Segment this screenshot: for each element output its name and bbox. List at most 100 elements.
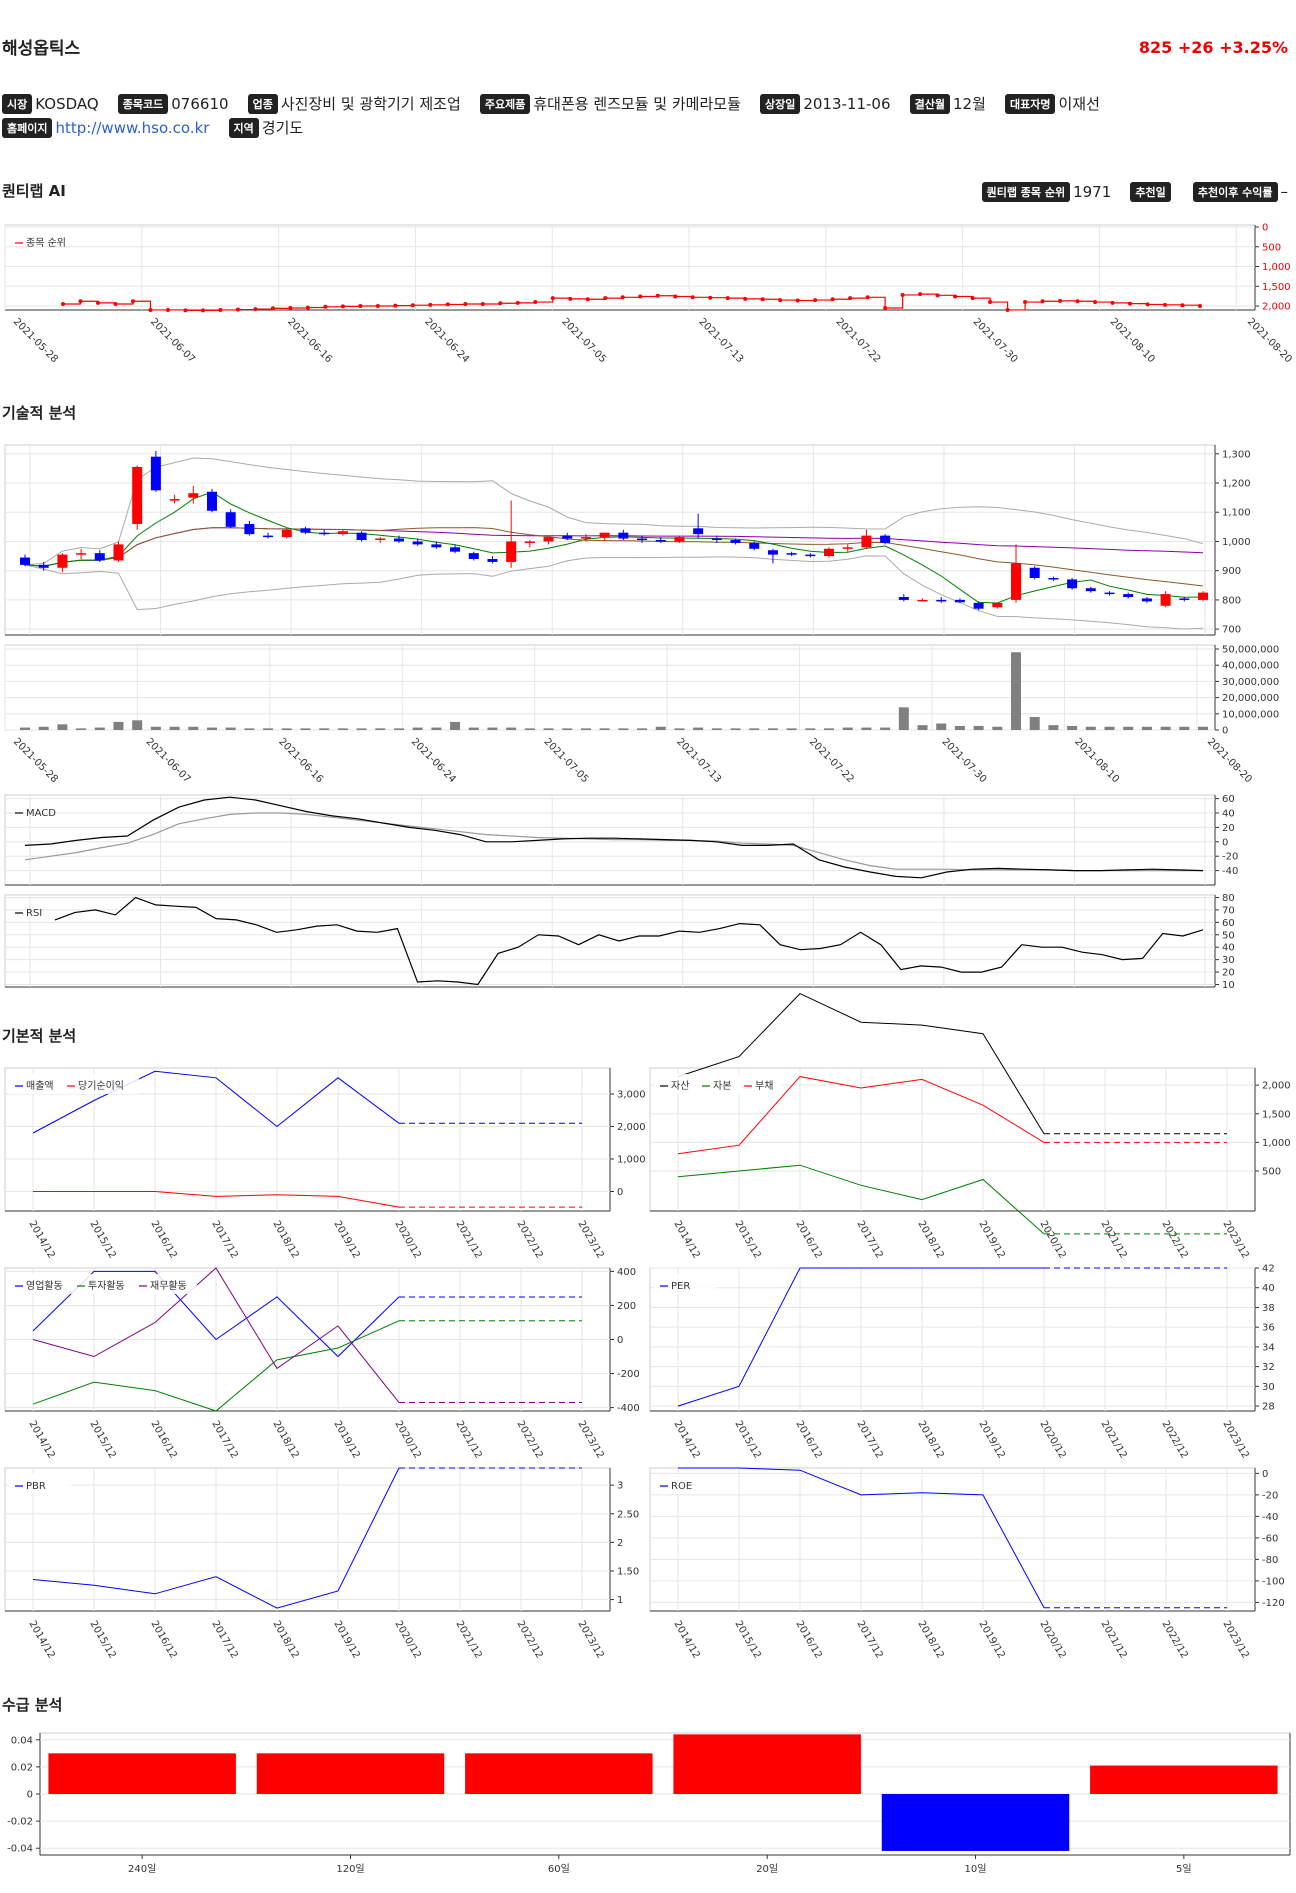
rank-point xyxy=(953,294,958,299)
candle-body xyxy=(786,553,797,555)
section-title-fund: 기본적 분석 xyxy=(2,1027,77,1045)
rank-point xyxy=(550,296,555,301)
volume-bar xyxy=(580,728,591,730)
homepage-tag: 홈페이지 xyxy=(2,117,53,138)
per-chart-frame xyxy=(649,1267,1256,1412)
balance-chart-series-line xyxy=(677,992,1045,1135)
pbr-chart-legend-label: PBR xyxy=(26,1481,46,1492)
section-title-flow: 수급 분석 xyxy=(2,1696,63,1714)
candle-body xyxy=(38,564,49,568)
candle-body xyxy=(936,599,947,602)
volume-bar xyxy=(356,728,367,730)
price-chart-ytick-label: 700 xyxy=(1222,625,1241,636)
balance-chart-xtick-label: 2014/12 xyxy=(671,1219,701,1260)
volume-bar xyxy=(1198,726,1208,730)
homepage-link[interactable]: http://www.hso.co.kr xyxy=(55,118,210,137)
rank-point xyxy=(865,295,870,300)
candle-body xyxy=(1011,563,1022,600)
roe-chart-ytick-label: -100 xyxy=(1262,1576,1285,1587)
rank-point xyxy=(1198,304,1202,308)
sales-chart-ytick-label: 2,000 xyxy=(617,1122,646,1133)
flow-chart-xtick-label: 10일 xyxy=(965,1863,987,1875)
rank-point xyxy=(1093,300,1098,305)
bollinger-upper-line xyxy=(24,457,1204,566)
cashflow-chart-legend-label: 투자활동 xyxy=(88,1279,125,1292)
code-value: 076610 xyxy=(171,94,229,113)
candle-body xyxy=(1085,588,1096,592)
volume-bar xyxy=(562,728,573,730)
flow-chart-ytick-label: -0.02 xyxy=(7,1817,33,1828)
cashflow-chart-xtick-label: 2017/12 xyxy=(209,1419,239,1460)
rank-point xyxy=(78,299,83,304)
sales-chart-xtick-label: 2021/12 xyxy=(453,1219,483,1260)
volume-bar xyxy=(169,726,180,730)
rec-return-value: – xyxy=(1280,182,1289,201)
volume-bar xyxy=(973,725,984,730)
candle-body xyxy=(1104,592,1115,595)
rec-return-tag: 추천이후 수익률 xyxy=(1192,181,1278,202)
candle-body xyxy=(1067,579,1078,589)
volume-bar xyxy=(132,720,143,730)
per-chart-xtick-label: 2021/12 xyxy=(1098,1419,1128,1460)
sales-chart-legend-label: 매출액 xyxy=(26,1080,54,1092)
rank-value: 1971 xyxy=(1073,182,1112,201)
volume-bar xyxy=(1179,726,1190,730)
per-chart-ytick-label: 34 xyxy=(1262,1342,1275,1353)
price-chart-ytick-label: 1,300 xyxy=(1222,449,1251,460)
candle-body xyxy=(431,544,442,548)
volume-bar xyxy=(1104,726,1115,730)
flow-bar xyxy=(465,1753,653,1794)
rank-point xyxy=(1040,299,1045,304)
rank-point xyxy=(760,297,765,302)
candle-body xyxy=(599,532,610,538)
volume-bar xyxy=(393,728,404,730)
fiscal-value: 12월 xyxy=(953,95,986,113)
cashflow-chart-ytick-label: 400 xyxy=(617,1267,636,1278)
volume-chart-xtick-label: 2021-06-24 xyxy=(409,736,458,785)
rank-point xyxy=(830,297,835,302)
cashflow-chart-xtick-label: 2014/12 xyxy=(26,1419,56,1460)
balance-chart-legend-label: 자산 xyxy=(671,1080,689,1092)
company-name: 해성옵틱스 xyxy=(2,39,81,59)
volume-chart-ytick-label: 40,000,000 xyxy=(1222,661,1279,672)
volume-chart-xtick-label: 2021-07-30 xyxy=(940,736,989,785)
candle-body xyxy=(655,540,666,542)
candle-body xyxy=(263,535,274,538)
volume-chart-xtick-label: 2021-06-07 xyxy=(144,736,193,785)
section-title-ai: 퀀티랩 AI xyxy=(2,182,66,200)
company-info-row-1: 시장 KOSDAQ 종목코드 076610 업종 사진장비 및 광학기기 제조업 주요… xyxy=(2,93,1114,114)
volume-bar xyxy=(637,728,648,730)
rsi-chart-ytick-label: 70 xyxy=(1222,905,1235,916)
volume-bar xyxy=(1048,725,1059,730)
pbr-chart-xtick-label: 2023/12 xyxy=(575,1619,605,1660)
candle-body xyxy=(1198,592,1208,600)
balance-chart-ytick-label: 500 xyxy=(1262,1166,1281,1177)
candle-body xyxy=(824,548,835,557)
flow-bar xyxy=(256,1753,445,1794)
per-chart-ytick-label: 38 xyxy=(1262,1303,1275,1314)
rank-point xyxy=(743,296,748,301)
rsi-chart-ytick-label: 10 xyxy=(1222,980,1235,991)
candle-body xyxy=(749,542,760,549)
volume-bar xyxy=(805,728,816,730)
balance-chart-legend-label: 자본 xyxy=(713,1080,731,1092)
candle-body xyxy=(562,535,573,539)
rank-line xyxy=(63,293,1201,311)
balance-chart-legend-label: 부채 xyxy=(755,1080,773,1092)
candle-body xyxy=(674,537,685,542)
sales-chart-xtick-label: 2016/12 xyxy=(148,1219,178,1260)
rank-point xyxy=(900,292,905,297)
ceo-value: 이재선 xyxy=(1058,95,1100,113)
candle-body xyxy=(973,602,984,609)
roe-chart-ytick-label: -20 xyxy=(1262,1490,1278,1501)
roe-chart-xtick-label: 2019/12 xyxy=(976,1619,1006,1660)
volume-bar xyxy=(431,727,442,730)
roe-chart-ytick-label: -60 xyxy=(1262,1533,1278,1544)
sales-chart-xtick-label: 2020/12 xyxy=(392,1219,422,1260)
volume-bar xyxy=(1067,725,1078,730)
candle-body xyxy=(300,528,311,533)
per-chart-ytick-label: 32 xyxy=(1262,1362,1275,1373)
volume-bar xyxy=(880,727,891,730)
balance-chart-xtick-label: 2022/12 xyxy=(1159,1219,1189,1260)
